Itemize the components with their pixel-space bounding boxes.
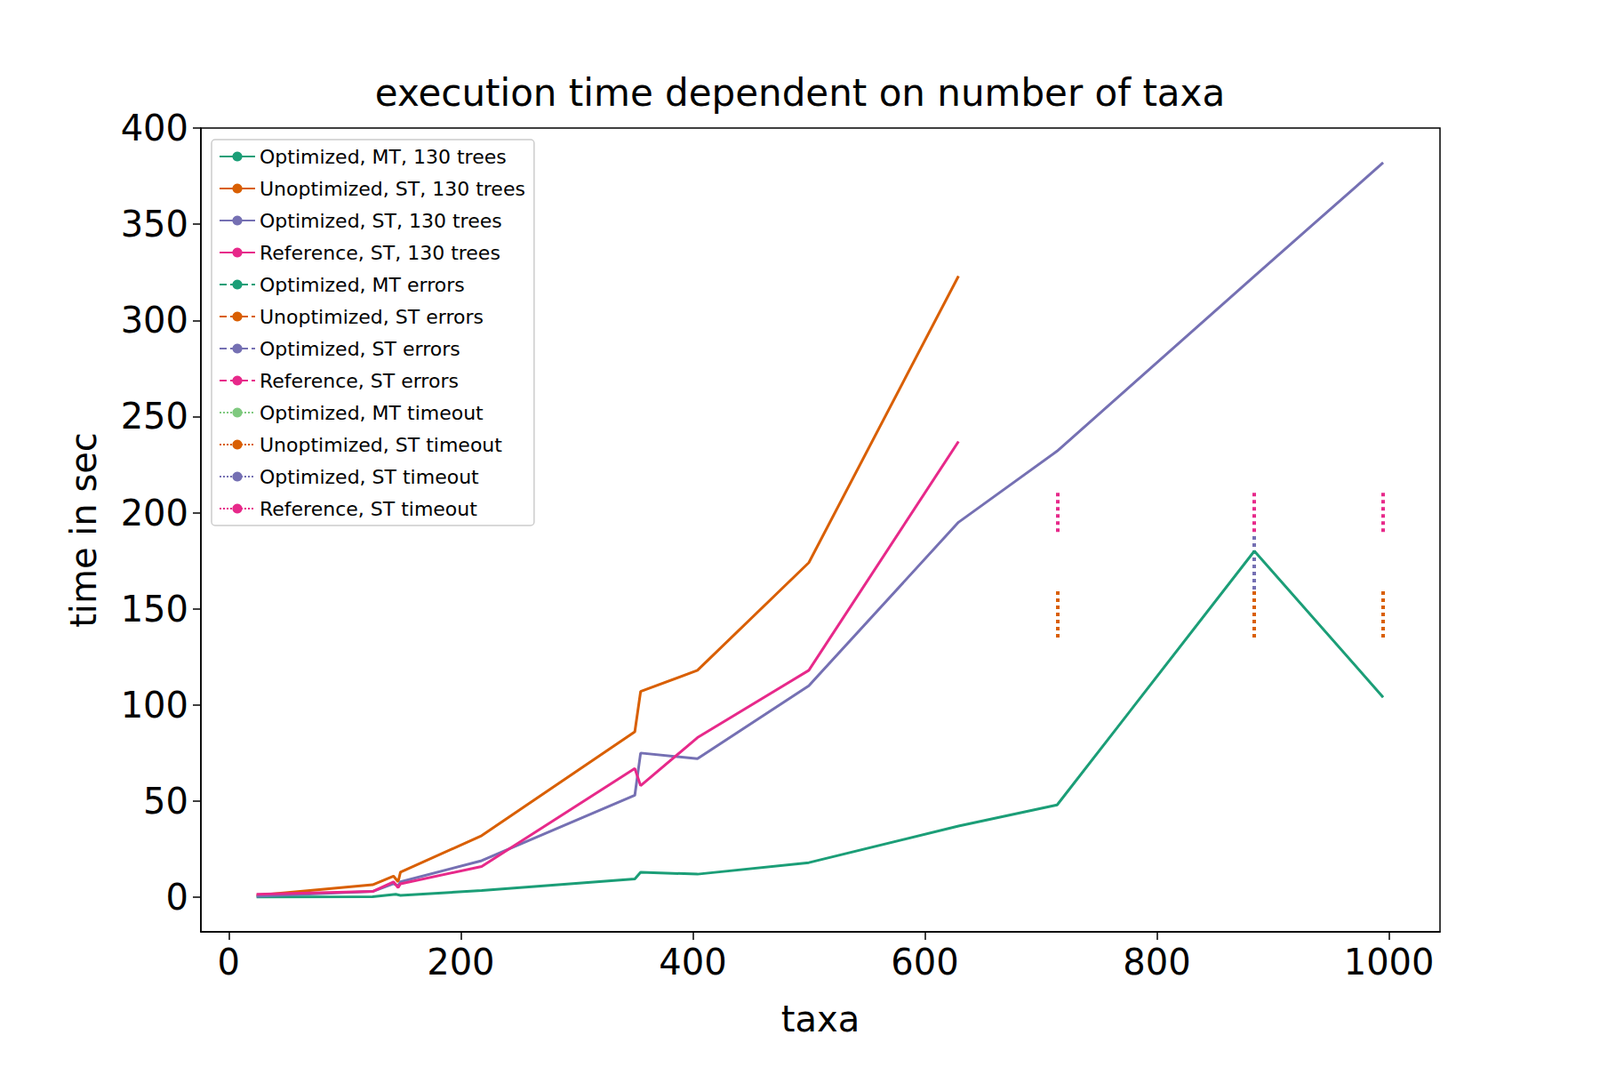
svg-text:Optimized, MT, 130 trees: Optimized, MT, 130 trees bbox=[259, 145, 507, 168]
svg-text:250: 250 bbox=[120, 395, 189, 437]
svg-text:600: 600 bbox=[890, 941, 959, 983]
svg-text:800: 800 bbox=[1122, 941, 1191, 983]
svg-text:50: 50 bbox=[143, 780, 189, 822]
svg-text:300: 300 bbox=[120, 299, 189, 341]
svg-text:time in sec: time in sec bbox=[63, 432, 104, 628]
svg-text:Optimized, ST errors: Optimized, ST errors bbox=[259, 337, 461, 360]
svg-text:Optimized, ST, 130 trees: Optimized, ST, 130 trees bbox=[259, 209, 503, 232]
svg-text:Reference, ST timeout: Reference, ST timeout bbox=[259, 497, 478, 520]
svg-text:0: 0 bbox=[217, 941, 240, 983]
svg-text:150: 150 bbox=[120, 588, 189, 630]
svg-text:1000: 1000 bbox=[1344, 941, 1435, 983]
svg-text:Optimized, MT timeout: Optimized, MT timeout bbox=[259, 401, 484, 424]
svg-text:taxa: taxa bbox=[781, 998, 860, 1040]
svg-text:Optimized, ST timeout: Optimized, ST timeout bbox=[259, 465, 480, 488]
svg-text:350: 350 bbox=[120, 203, 189, 245]
svg-text:100: 100 bbox=[120, 684, 189, 726]
svg-text:400: 400 bbox=[658, 941, 727, 983]
svg-text:Unoptimized, ST, 130 trees: Unoptimized, ST, 130 trees bbox=[259, 177, 526, 200]
svg-text:200: 200 bbox=[120, 492, 189, 534]
svg-text:Reference, ST errors: Reference, ST errors bbox=[259, 369, 459, 392]
svg-text:Reference, ST, 130 trees: Reference, ST, 130 trees bbox=[259, 241, 501, 264]
svg-text:execution time dependent on nu: execution time dependent on number of ta… bbox=[375, 71, 1225, 115]
svg-text:400: 400 bbox=[120, 107, 189, 149]
svg-text:200: 200 bbox=[426, 941, 495, 983]
svg-text:Unoptimized, ST errors: Unoptimized, ST errors bbox=[259, 305, 484, 328]
svg-text:Unoptimized, ST timeout: Unoptimized, ST timeout bbox=[259, 433, 503, 456]
svg-text:0: 0 bbox=[166, 876, 189, 918]
svg-text:Optimized, MT errors: Optimized, MT errors bbox=[259, 273, 465, 296]
